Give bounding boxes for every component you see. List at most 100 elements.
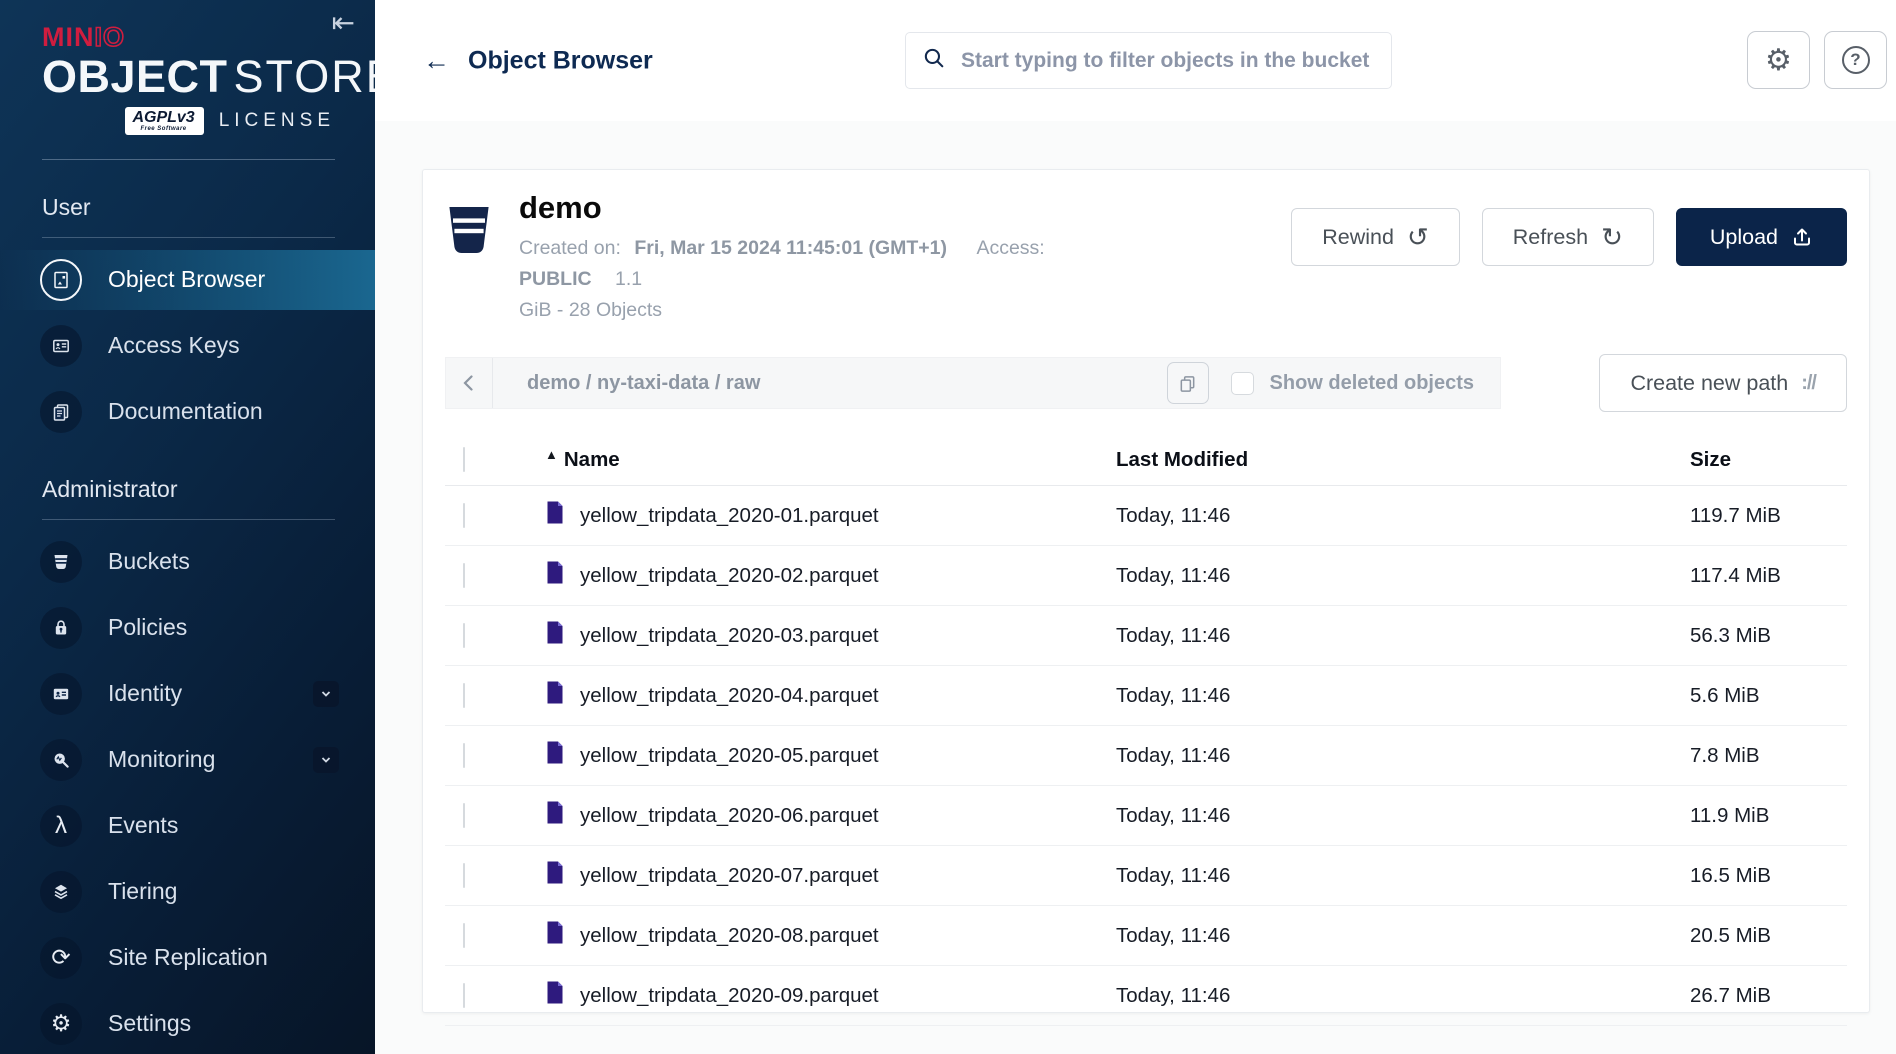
sidebar-item-tiering[interactable]: Tiering: [0, 862, 375, 922]
sidebar-item-label: Documentation: [108, 398, 263, 425]
access-label: Access:: [976, 237, 1045, 259]
table-row[interactable]: yellow_tripdata_2020-06.parquet Today, 1…: [445, 786, 1847, 846]
sidebar-item-label: Site Replication: [108, 944, 268, 971]
breadcrumb[interactable]: demo / ny-taxi-data / raw: [527, 371, 761, 394]
refresh-icon: ↻: [1601, 222, 1623, 252]
object-size: 20.5 MiB: [1690, 923, 1771, 947]
license-label: LICENSE: [218, 109, 335, 131]
help-button[interactable]: ?: [1824, 31, 1887, 89]
bucket-size: 1.1: [615, 268, 643, 290]
divider: [42, 158, 335, 160]
sidebar-item-documentation[interactable]: Documentation: [0, 382, 375, 442]
object-name[interactable]: yellow_tripdata_2020-01.parquet: [580, 503, 879, 527]
sidebar-item-monitoring[interactable]: Monitoring: [0, 730, 375, 790]
sidebar-collapse-icon[interactable]: ⇤: [331, 7, 355, 38]
parquet-file-icon: [545, 980, 565, 1011]
bucket-icon: [445, 204, 493, 326]
table-row[interactable]: yellow_tripdata_2020-07.parquet Today, 1…: [445, 846, 1847, 906]
parquet-file-icon: [545, 500, 565, 531]
object-name[interactable]: yellow_tripdata_2020-03.parquet: [580, 623, 879, 647]
object-name[interactable]: yellow_tripdata_2020-07.parquet: [580, 863, 879, 887]
row-checkbox[interactable]: [463, 682, 465, 708]
back-arrow-icon[interactable]: ←: [423, 45, 450, 75]
table-header-row: ▲ Name Last Modified Size: [445, 434, 1847, 486]
object-last-modified: Today, 11:46: [1116, 503, 1231, 527]
row-checkbox[interactable]: [463, 802, 465, 828]
sidebar-item-label: Object Browser: [108, 266, 266, 293]
row-checkbox[interactable]: [463, 562, 465, 588]
bucket-card: demo Created on: Fri, Mar 15 2024 11:45:…: [422, 169, 1870, 1026]
policies-icon: [40, 606, 82, 649]
refresh-button[interactable]: Refresh ↻: [1481, 208, 1654, 266]
object-last-modified: Today, 11:46: [1116, 983, 1231, 1007]
object-name[interactable]: yellow_tripdata_2020-04.parquet: [580, 683, 879, 707]
access-value: PUBLIC: [519, 268, 592, 290]
sidebar-section-user: User: [42, 193, 91, 220]
sidebar-item-label: Identity: [108, 680, 183, 707]
object-last-modified: Today, 11:46: [1116, 623, 1231, 647]
select-all-checkbox[interactable]: [463, 446, 465, 472]
object-size: 16.5 MiB: [1690, 863, 1771, 887]
object-name[interactable]: yellow_tripdata_2020-02.parquet: [580, 563, 879, 587]
copy-path-button[interactable]: [1166, 362, 1209, 404]
create-new-path-button[interactable]: Create new path ://: [1599, 354, 1847, 412]
tiering-layers-icon: [40, 870, 82, 913]
path-back-chevron[interactable]: [446, 358, 493, 408]
search-icon: [922, 46, 947, 76]
chevron-down-icon[interactable]: [313, 746, 339, 773]
table-row[interactable]: yellow_tripdata_2020-02.parquet Today, 1…: [445, 546, 1847, 606]
object-size: 5.6 MiB: [1690, 683, 1760, 707]
object-name[interactable]: yellow_tripdata_2020-08.parquet: [580, 923, 879, 947]
main-area: ← Object Browser ⚙ ? demo Created on: [375, 0, 1896, 1054]
settings-button[interactable]: ⚙: [1747, 31, 1810, 89]
sidebar-item-label: Buckets: [108, 548, 190, 575]
sidebar-item-site-replication[interactable]: ⟳ Site Replication: [0, 928, 375, 988]
row-checkbox[interactable]: [463, 742, 465, 768]
content: demo Created on: Fri, Mar 15 2024 11:45:…: [375, 121, 1896, 1054]
sidebar-item-label: Policies: [108, 614, 188, 641]
row-checkbox[interactable]: [463, 982, 465, 1008]
row-checkbox[interactable]: [463, 922, 465, 948]
object-name[interactable]: yellow_tripdata_2020-06.parquet: [580, 803, 879, 827]
table-row[interactable]: yellow_tripdata_2020-01.parquet Today, 1…: [445, 486, 1847, 546]
object-last-modified: Today, 11:46: [1116, 803, 1231, 827]
sidebar-item-label: Monitoring: [108, 746, 216, 773]
object-last-modified: Today, 11:46: [1116, 743, 1231, 767]
parquet-file-icon: [545, 740, 565, 771]
topbar: ← Object Browser ⚙ ?: [375, 0, 1896, 121]
sidebar-item-label: Settings: [108, 1010, 192, 1037]
lambda-events-icon: λ: [40, 804, 82, 847]
upload-button[interactable]: Upload: [1675, 208, 1847, 266]
row-checkbox[interactable]: [463, 622, 465, 648]
rewind-button[interactable]: Rewind ↺: [1291, 208, 1460, 266]
sidebar-item-object-browser[interactable]: Object Browser: [0, 249, 375, 310]
bucket-meta: Created on: Fri, Mar 15 2024 11:45:01 (G…: [519, 233, 1119, 326]
row-checkbox[interactable]: [463, 502, 465, 528]
sidebar-item-settings[interactable]: ⚙ Settings: [0, 994, 375, 1054]
monitoring-icon: [40, 738, 82, 781]
object-name[interactable]: yellow_tripdata_2020-09.parquet: [580, 983, 879, 1007]
table-row[interactable]: yellow_tripdata_2020-08.parquet Today, 1…: [445, 906, 1847, 966]
table-row[interactable]: yellow_tripdata_2020-04.parquet Today, 1…: [445, 666, 1847, 726]
table-row[interactable]: yellow_tripdata_2020-05.parquet Today, 1…: [445, 726, 1847, 786]
object-store-title: OBJECTSTORE: [42, 51, 375, 102]
buckets-icon: [40, 540, 82, 583]
bucket-name: demo: [519, 190, 602, 225]
sidebar-item-buckets[interactable]: Buckets: [0, 532, 375, 592]
sidebar-item-access-keys[interactable]: Access Keys: [0, 316, 375, 376]
table-row[interactable]: yellow_tripdata_2020-03.parquet Today, 1…: [445, 606, 1847, 666]
table-row[interactable]: yellow_tripdata_2020-09.parquet Today, 1…: [445, 966, 1847, 1026]
chevron-down-icon[interactable]: [313, 680, 339, 707]
column-header-size: Size: [1690, 447, 1732, 471]
row-checkbox[interactable]: [463, 862, 465, 888]
sidebar-item-events[interactable]: λ Events: [0, 796, 375, 856]
column-header-name[interactable]: ▲ Name: [545, 446, 620, 471]
search-input[interactable]: [961, 48, 1375, 73]
object-last-modified: Today, 11:46: [1116, 863, 1231, 887]
page-title: Object Browser: [468, 46, 653, 74]
show-deleted-checkbox[interactable]: [1230, 371, 1254, 395]
object-name[interactable]: yellow_tripdata_2020-05.parquet: [580, 743, 879, 767]
sidebar-item-identity[interactable]: Identity: [0, 664, 375, 724]
sidebar-item-policies[interactable]: Policies: [0, 598, 375, 658]
